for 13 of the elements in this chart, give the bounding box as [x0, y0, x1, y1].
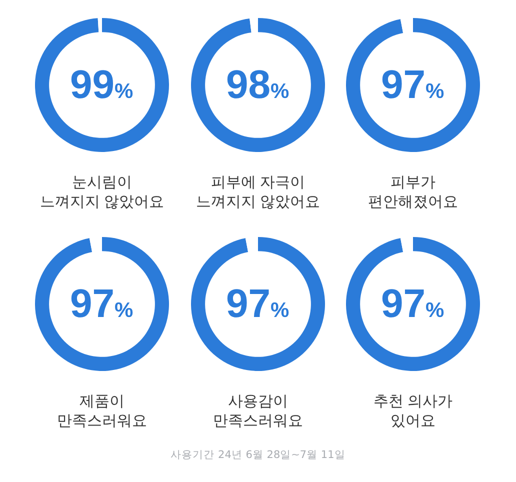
text: 피부에 자극이 느껴지지 않았어요 — [196, 174, 320, 210]
data-label: 97% — [381, 63, 444, 107]
text: 눈시림이 느껴지지 않았어요 — [40, 174, 164, 210]
data-label: 97% — [381, 282, 444, 326]
data-label: 97% — [226, 282, 290, 326]
data-label: 99% — [70, 63, 134, 107]
text: 사용감이 만족스러워요 — [213, 393, 303, 430]
text: 피부가 편안해졌어요 — [368, 174, 458, 210]
text: 추천 의사가 있어요 — [373, 393, 453, 430]
text: 제품이 만족스러워요 — [57, 393, 147, 430]
text: 사용기간 24년 6월 28일~7월 11일 — [170, 448, 346, 462]
data-label: 98% — [226, 63, 290, 107]
data-label: 97% — [70, 282, 134, 326]
